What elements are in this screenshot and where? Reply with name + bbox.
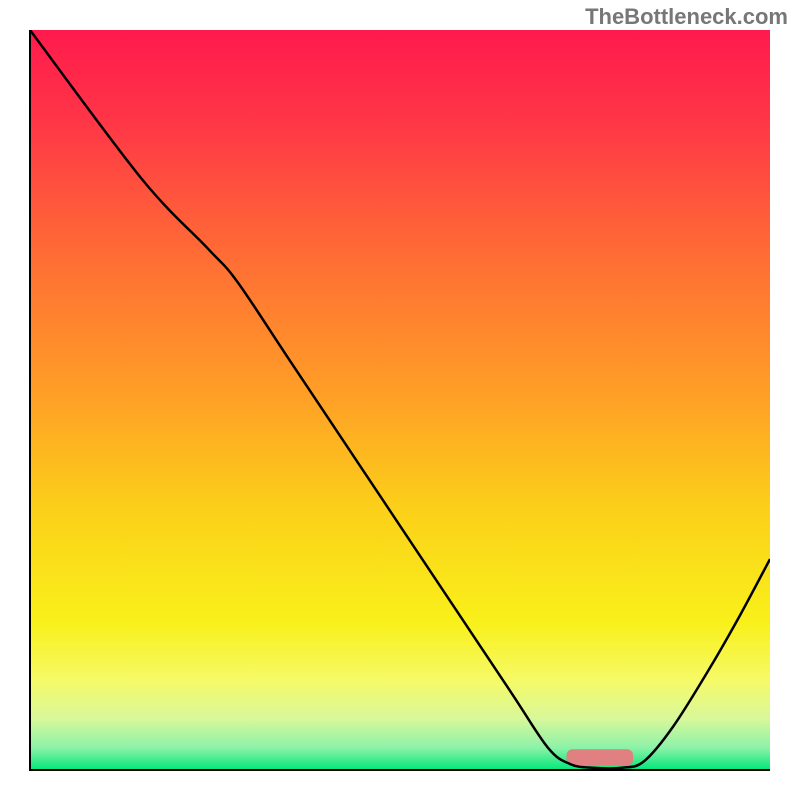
watermark-text: TheBottleneck.com (585, 4, 788, 30)
chart-container: TheBottleneck.com (0, 0, 800, 800)
gradient-background (30, 30, 770, 770)
bottleneck-chart (0, 0, 800, 800)
highlight-bar (567, 749, 634, 765)
